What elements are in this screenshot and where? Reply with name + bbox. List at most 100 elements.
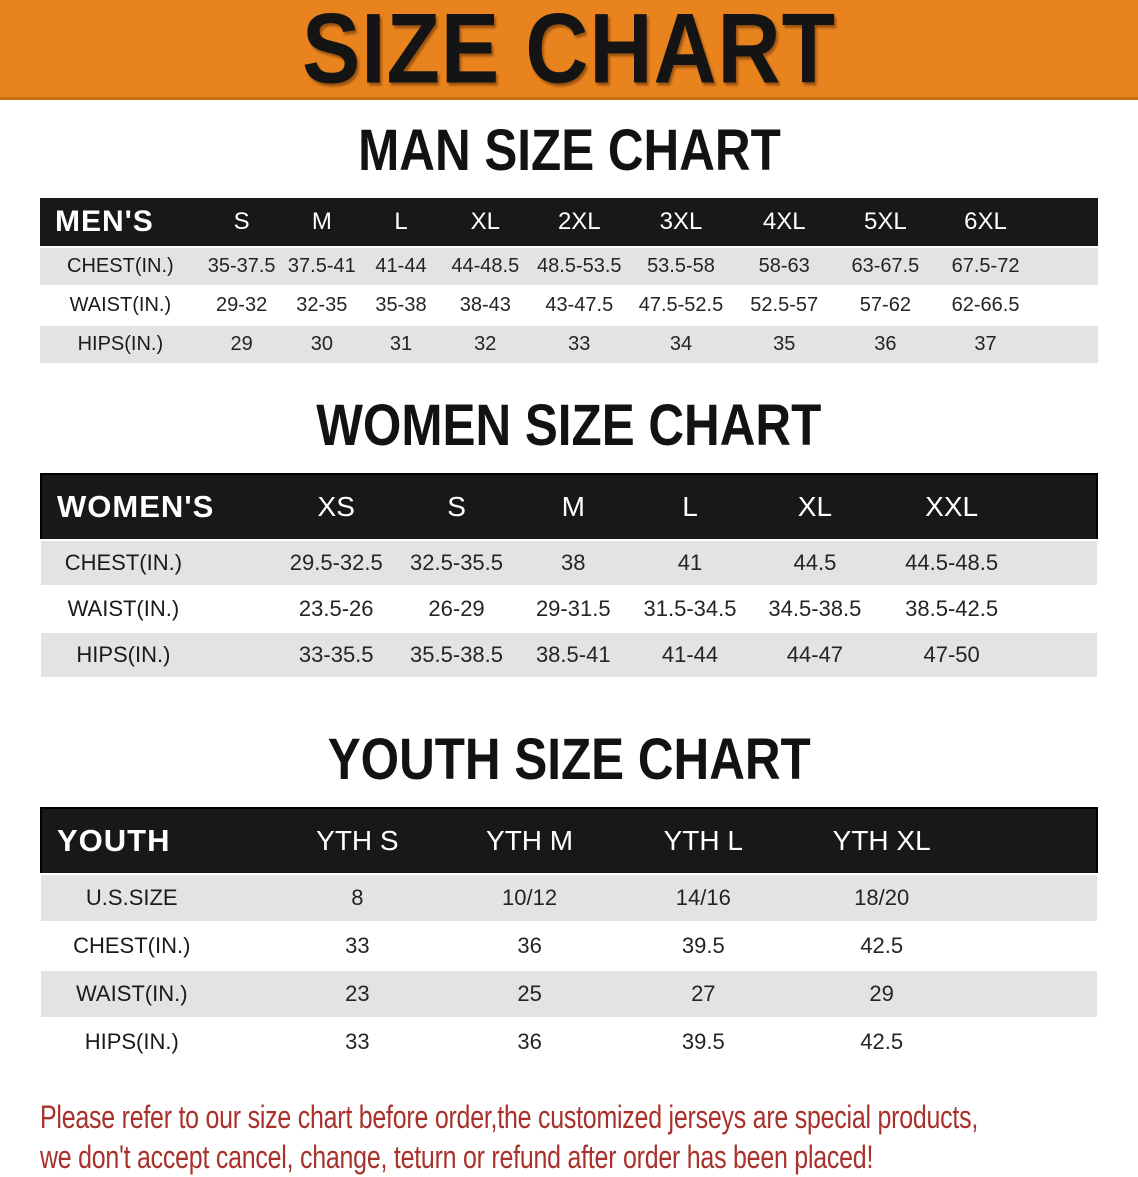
measurement-value: 14/16 (615, 873, 791, 923)
banner-title: SIZE CHART (302, 0, 836, 98)
measurement-value: 36 (835, 324, 936, 365)
row-spacer-cell (1022, 631, 1097, 679)
measurement-value: 29 (790, 969, 973, 1019)
disclaimer-line-1: Please refer to our size chart before or… (40, 1099, 979, 1135)
measurement-value: 35 (733, 324, 836, 365)
measurement-value: 32 (440, 324, 530, 365)
measurement-value: 38 (515, 539, 632, 587)
size-column-header: M (515, 474, 632, 540)
measurement-value: 36 (443, 921, 616, 971)
size-column-header: L (361, 198, 441, 247)
measurement-value: 47-50 (880, 631, 1023, 679)
measurement-value: 34.5-38.5 (748, 585, 881, 633)
measurement-value: 44.5 (748, 539, 881, 587)
size-column-header: M (282, 198, 362, 247)
measurement-label: HIPS(IN.) (40, 324, 201, 365)
measurement-value: 26-29 (397, 585, 516, 633)
measurement-value: 39.5 (615, 1017, 791, 1067)
measurement-value: 8 (271, 873, 444, 923)
youth-size-table: YOUTH YTH S YTH M YTH L YTH XL U.S.SIZE 8 10/12… (40, 807, 1098, 1067)
banner-title-text: SIZE CHART (302, 0, 836, 104)
measurement-value: 42.5 (790, 921, 973, 971)
measurement-value: 33 (271, 921, 444, 971)
man-size-chart-heading: MAN SIZE CHART (357, 118, 781, 184)
table-row: U.S.SIZE 8 10/12 14/16 18/20 (41, 873, 1097, 923)
size-group-label: YOUTH (41, 808, 272, 874)
measurement-value: 32.5-35.5 (397, 539, 516, 587)
measurement-value: 62-66.5 (935, 285, 1036, 326)
measurement-label: CHEST(IN.) (40, 246, 201, 287)
table-header-row: WOMEN'S XS S M L XL XXL (41, 474, 1097, 540)
measurement-value: 41-44 (631, 631, 749, 679)
measurement-label: WAIST(IN.) (40, 285, 201, 326)
size-column-header: XL (748, 474, 881, 540)
measurement-value: 10/12 (443, 873, 616, 923)
size-column-header: 2XL (529, 198, 629, 247)
measurement-label: CHEST(IN.) (41, 921, 272, 971)
measurement-value: 31.5-34.5 (631, 585, 749, 633)
measurement-value: 35-38 (361, 285, 441, 326)
size-column-header: YTH M (443, 808, 616, 874)
men-size-table: MEN'S S M L XL 2XL 3XL 4XL 5XL 6XL CHEST(IN.) 35-37… (40, 198, 1098, 365)
measurement-label: HIPS(IN.) (41, 1017, 272, 1067)
measurement-value: 33 (529, 324, 629, 365)
row-spacer-cell (1035, 324, 1098, 365)
measurement-value: 52.5-57 (733, 285, 836, 326)
row-spacer-cell (972, 969, 1097, 1019)
measurement-label: WAIST(IN.) (41, 969, 272, 1019)
measurement-value: 37.5-41 (282, 246, 362, 287)
measurement-value: 39.5 (615, 921, 791, 971)
women-size-table: WOMEN'S XS S M L XL XXL CHEST(IN.) 29.5-32.5 32.5… (40, 473, 1098, 679)
measurement-value: 29-31.5 (515, 585, 632, 633)
women-size-section: WOMEN SIZE CHART WOMEN'S XS S M L XL XXL CHEST(… (0, 397, 1138, 679)
measurement-label: CHEST(IN.) (41, 539, 275, 587)
size-column-header: XS (274, 474, 398, 540)
measurement-value: 23 (271, 969, 444, 1019)
measurement-value: 41 (631, 539, 749, 587)
measurement-value: 35.5-38.5 (397, 631, 516, 679)
header-spacer-cell (1035, 198, 1098, 247)
measurement-value: 29.5-32.5 (274, 539, 398, 587)
measurement-value: 30 (282, 324, 362, 365)
disclaimer: Please refer to our size chart before or… (40, 1097, 1138, 1177)
measurement-value: 36 (443, 1017, 616, 1067)
measurement-value: 18/20 (790, 873, 973, 923)
size-column-header: YTH L (615, 808, 791, 874)
measurement-value: 38-43 (440, 285, 530, 326)
measurement-value: 25 (443, 969, 616, 1019)
measurement-value: 58-63 (733, 246, 836, 287)
size-column-header: 5XL (835, 198, 936, 247)
size-column-header: 6XL (935, 198, 1036, 247)
size-column-header: XL (440, 198, 530, 247)
table-row: HIPS(IN.) 33 36 39.5 42.5 (41, 1017, 1097, 1067)
row-spacer-cell (1035, 246, 1098, 287)
table-row: HIPS(IN.) 33-35.5 35.5-38.5 38.5-41 41-44 44-… (41, 631, 1097, 679)
measurement-value: 38.5-42.5 (880, 585, 1023, 633)
row-spacer-cell (972, 921, 1097, 971)
table-row: CHEST(IN.) 35-37.5 37.5-41 41-44 44-48.5 48.5… (40, 246, 1098, 287)
size-group-label: WOMEN'S (41, 474, 275, 540)
size-column-header: S (200, 198, 283, 247)
measurement-label: HIPS(IN.) (41, 631, 275, 679)
measurement-value: 37 (935, 324, 1036, 365)
table-header-row: YOUTH YTH S YTH M YTH L YTH XL (41, 808, 1097, 874)
measurement-value: 42.5 (790, 1017, 973, 1067)
measurement-value: 23.5-26 (274, 585, 398, 633)
table-row: WAIST(IN.) 23 25 27 29 (41, 969, 1097, 1019)
measurement-value: 47.5-52.5 (628, 285, 734, 326)
measurement-value: 27 (615, 969, 791, 1019)
measurement-value: 33-35.5 (274, 631, 398, 679)
row-spacer-cell (972, 1017, 1097, 1067)
youth-size-section: YOUTH SIZE CHART YOUTH YTH S YTH M YTH L YTH… (0, 731, 1138, 1067)
banner: SIZE CHART (0, 0, 1138, 100)
measurement-value: 29 (200, 324, 283, 365)
measurement-value: 38.5-41 (515, 631, 632, 679)
size-column-header: YTH S (271, 808, 444, 874)
row-spacer-cell (972, 873, 1097, 923)
size-column-header: S (397, 474, 516, 540)
measurement-value: 57-62 (835, 285, 936, 326)
measurement-value: 35-37.5 (200, 246, 283, 287)
disclaimer-line-2: we don't accept cancel, change, teturn o… (40, 1139, 874, 1175)
measurement-value: 29-32 (200, 285, 283, 326)
